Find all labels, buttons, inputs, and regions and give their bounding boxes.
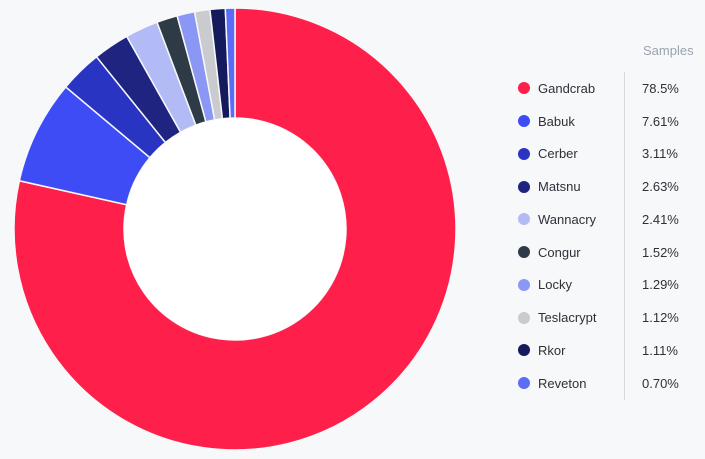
legend-label: Teslacrypt bbox=[538, 310, 597, 326]
legend-item-teslacrypt[interactable]: Teslacrypt 1.12% bbox=[518, 301, 688, 334]
legend-item-wannacry[interactable]: Wannacry 2.41% bbox=[518, 203, 688, 236]
legend-value: 3.11% bbox=[642, 146, 678, 162]
legend-label: Babuk bbox=[538, 113, 575, 129]
legend-value: 0.70% bbox=[642, 375, 679, 391]
legend-item-rkor[interactable]: Rkor 1.11% bbox=[518, 334, 688, 367]
legend-swatch bbox=[518, 213, 530, 226]
legend-value: 7.61% bbox=[642, 113, 679, 129]
legend-header: Samples bbox=[643, 43, 694, 58]
legend-swatch bbox=[518, 246, 530, 259]
legend-value: 1.11% bbox=[642, 342, 678, 358]
legend-value: 1.52% bbox=[642, 244, 679, 260]
legend-swatch bbox=[518, 311, 530, 324]
legend-value: 1.12% bbox=[642, 310, 679, 326]
donut-hole bbox=[124, 118, 346, 340]
legend-value: 2.41% bbox=[642, 211, 679, 227]
legend-value: 2.63% bbox=[642, 179, 679, 195]
legend-value: 78.5% bbox=[642, 80, 679, 96]
legend-item-locky[interactable]: Locky 1.29% bbox=[518, 269, 688, 302]
legend-label: Rkor bbox=[538, 342, 566, 358]
legend-value: 1.29% bbox=[642, 277, 679, 293]
legend-label: Locky bbox=[538, 277, 572, 293]
legend-item-congur[interactable]: Congur 1.52% bbox=[518, 236, 688, 269]
legend: Gandcrab 78.5% Babuk 7.61% Cerber 3.11% Matsnu… bbox=[518, 72, 688, 400]
legend-swatch bbox=[518, 377, 530, 390]
legend-item-cerber[interactable]: Cerber 3.11% bbox=[518, 138, 688, 171]
legend-swatch bbox=[518, 180, 530, 193]
legend-label: Matsnu bbox=[538, 179, 581, 195]
legend-swatch bbox=[518, 115, 530, 128]
legend-swatch bbox=[518, 344, 530, 357]
donut-chart bbox=[13, 7, 457, 451]
legend-label: Reveton bbox=[538, 375, 587, 391]
legend-label: Cerber bbox=[538, 146, 578, 162]
legend-swatch bbox=[518, 147, 530, 160]
legend-item-matsnu[interactable]: Matsnu 2.63% bbox=[518, 170, 688, 203]
legend-divider bbox=[624, 72, 625, 400]
legend-label: Congur bbox=[538, 244, 581, 260]
legend-item-gandcrab[interactable]: Gandcrab 78.5% bbox=[518, 72, 688, 105]
legend-item-reveton[interactable]: Reveton 0.70% bbox=[518, 367, 688, 400]
legend-swatch bbox=[518, 82, 530, 95]
legend-label: Wannacry bbox=[538, 211, 597, 227]
legend-swatch bbox=[518, 278, 530, 291]
legend-label: Gandcrab bbox=[538, 80, 596, 96]
legend-item-babuk[interactable]: Babuk 7.61% bbox=[518, 105, 688, 138]
